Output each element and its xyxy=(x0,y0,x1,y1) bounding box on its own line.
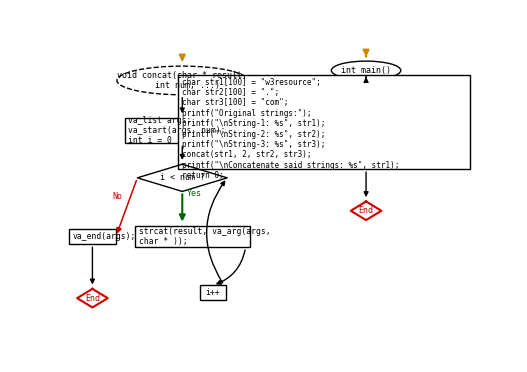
Polygon shape xyxy=(138,164,227,192)
Polygon shape xyxy=(77,289,108,307)
Text: strcat(result, va_arg(args,
char * ));: strcat(result, va_arg(args, char * )); xyxy=(139,227,270,246)
Text: No: No xyxy=(112,192,122,201)
Text: i < num ?: i < num ? xyxy=(160,173,205,182)
Text: va_end(args);: va_end(args); xyxy=(72,232,135,241)
Text: i++: i++ xyxy=(206,288,220,297)
Text: End: End xyxy=(358,206,374,215)
Text: int main(): int main() xyxy=(341,66,391,75)
Text: char str1[100] = "w3resource";
char str2[100] = ".";
char str3[100] = "com";
pri: char str1[100] = "w3resource"; char str2… xyxy=(182,78,399,180)
Text: void concat(char * result,
  int num, ...): void concat(char * result, int num, ...) xyxy=(118,71,247,90)
Polygon shape xyxy=(351,202,382,220)
Text: va_list args;
va_start(args, num);
int i = 0: va_list args; va_start(args, num); int i… xyxy=(129,116,226,145)
Ellipse shape xyxy=(117,66,248,95)
Bar xyxy=(125,118,239,144)
Bar xyxy=(178,75,470,169)
Bar xyxy=(200,285,226,299)
Ellipse shape xyxy=(331,61,401,80)
Bar xyxy=(135,226,250,247)
Text: End: End xyxy=(85,294,100,303)
Text: Yes: Yes xyxy=(187,189,202,198)
Bar xyxy=(69,229,116,244)
